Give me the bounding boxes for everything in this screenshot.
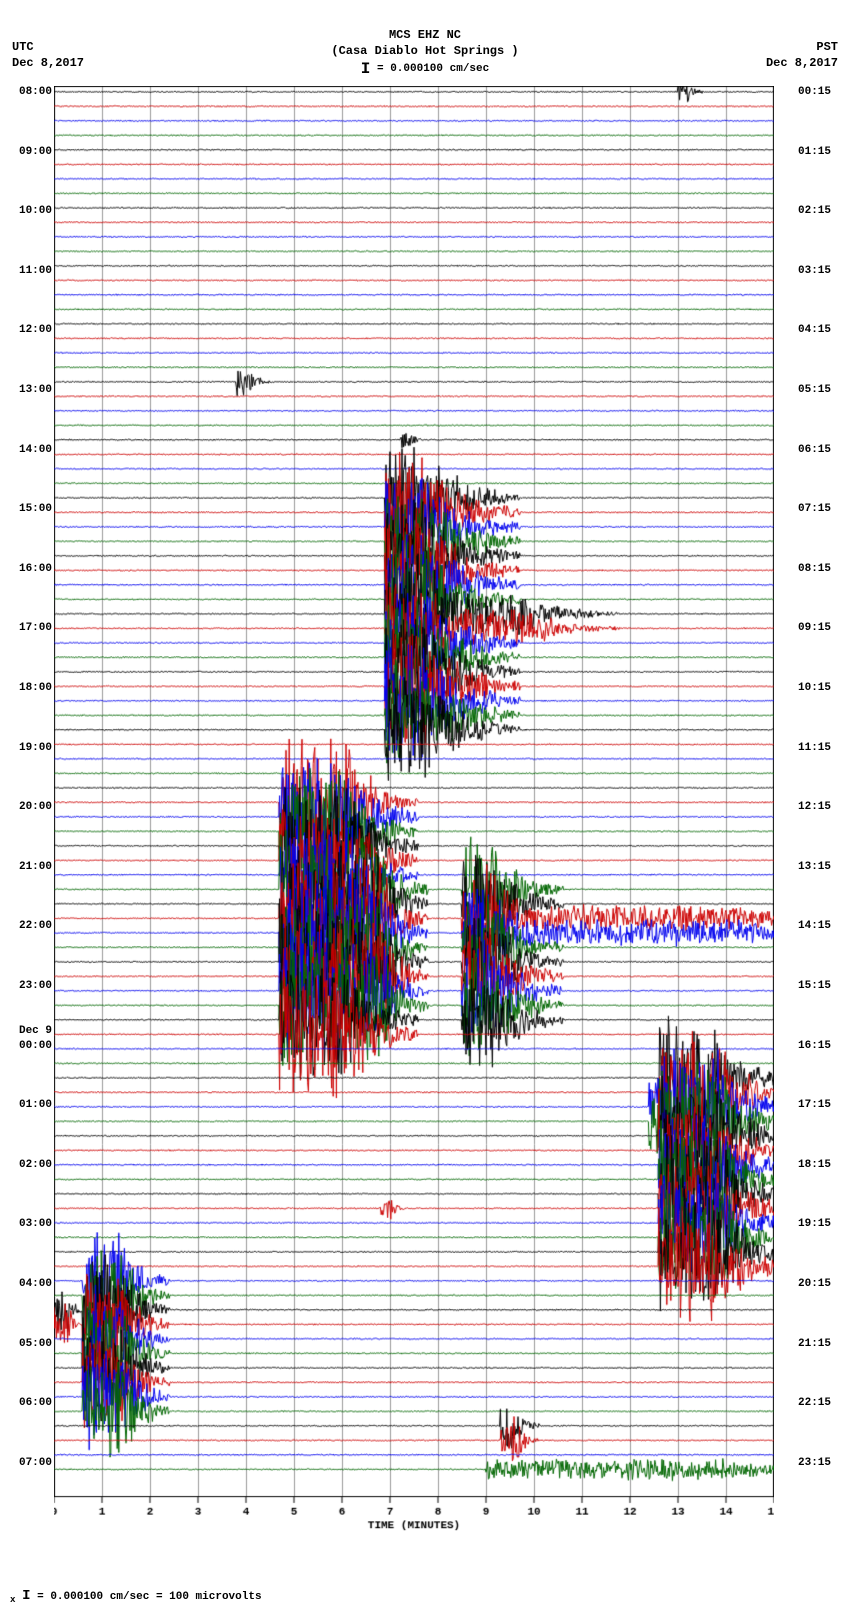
pst-label: 21:15	[798, 1338, 840, 1350]
pst-label: 22:15	[798, 1397, 840, 1409]
pst-label: 14:15	[798, 920, 840, 932]
pst-label: 03:15	[798, 265, 840, 277]
station-id: MCS EHZ NC	[0, 28, 850, 44]
header: MCS EHZ NC (Casa Diablo Hot Springs ) I …	[0, 0, 850, 80]
pst-label: 20:15	[798, 1278, 840, 1290]
pst-label: 07:15	[798, 503, 840, 515]
station-name: (Casa Diablo Hot Springs )	[0, 44, 850, 60]
scale-note: I = 0.000100 cm/sec	[361, 63, 489, 75]
tz-right: PST Dec 8,2017	[766, 40, 838, 71]
utc-label: 18:00	[10, 682, 52, 694]
utc-label: 03:00	[10, 1218, 52, 1230]
pst-label: 17:15	[798, 1099, 840, 1111]
utc-label: 08:00	[10, 86, 52, 98]
tz-left: UTC Dec 8,2017	[12, 40, 84, 71]
utc-label: 12:00	[10, 324, 52, 336]
utc-label: 15:00	[10, 503, 52, 515]
pst-label: 12:15	[798, 801, 840, 813]
pst-label: 23:15	[798, 1457, 840, 1469]
utc-label: 00:00	[10, 1040, 52, 1052]
utc-label: 14:00	[10, 444, 52, 456]
utc-label: 19:00	[10, 742, 52, 754]
utc-label: 05:00	[10, 1338, 52, 1350]
bottom-scale: x I = 0.000100 cm/sec = 100 microvolts	[10, 1588, 262, 1605]
utc-label: 02:00	[10, 1159, 52, 1171]
utc-label: 01:00	[10, 1099, 52, 1111]
pst-label: 00:15	[798, 86, 840, 98]
pst-label: 06:15	[798, 444, 840, 456]
pst-label: 05:15	[798, 384, 840, 396]
utc-label: 09:00	[10, 146, 52, 158]
pst-label: 02:15	[798, 205, 840, 217]
utc-label: 10:00	[10, 205, 52, 217]
utc-label: 16:00	[10, 563, 52, 575]
utc-label: 06:00	[10, 1397, 52, 1409]
pst-label: 01:15	[798, 146, 840, 158]
utc-label: 13:00	[10, 384, 52, 396]
pst-label: 18:15	[798, 1159, 840, 1171]
pst-label: 10:15	[798, 682, 840, 694]
utc-label: 20:00	[10, 801, 52, 813]
utc-label: Dec 9	[10, 1025, 52, 1037]
utc-label: 17:00	[10, 622, 52, 634]
pst-label: 04:15	[798, 324, 840, 336]
pst-label: 11:15	[798, 742, 840, 754]
pst-label: 19:15	[798, 1218, 840, 1230]
utc-label: 21:00	[10, 861, 52, 873]
utc-label: 04:00	[10, 1278, 52, 1290]
pst-label: 09:15	[798, 622, 840, 634]
seismogram-plot	[54, 86, 774, 1536]
pst-label: 15:15	[798, 980, 840, 992]
pst-label: 08:15	[798, 563, 840, 575]
utc-label: 22:00	[10, 920, 52, 932]
utc-label: 23:00	[10, 980, 52, 992]
utc-label: 11:00	[10, 265, 52, 277]
pst-label: 16:15	[798, 1040, 840, 1052]
utc-label: 07:00	[10, 1457, 52, 1469]
pst-label: 13:15	[798, 861, 840, 873]
